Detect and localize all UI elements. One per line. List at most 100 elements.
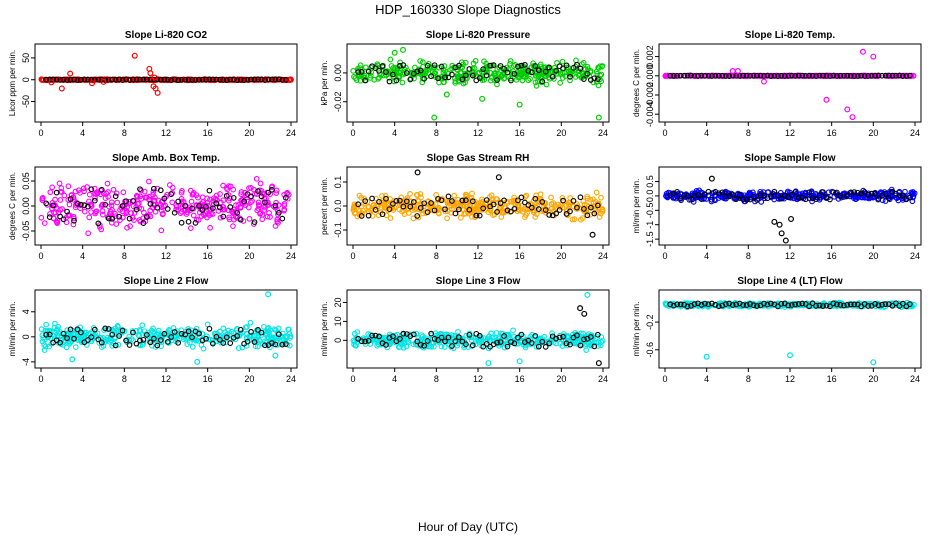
- reference-point: [691, 73, 698, 79]
- data-point: [504, 200, 511, 206]
- data-point: [354, 329, 361, 335]
- y-tick-label: 0: [21, 77, 31, 82]
- reference-point: [265, 189, 272, 196]
- data-point: [418, 207, 425, 214]
- reference-point: [886, 72, 892, 79]
- reference-point: [702, 191, 708, 198]
- data-point: [490, 212, 496, 218]
- data-point: [445, 332, 451, 338]
- outlier-point: [786, 352, 793, 359]
- reference-point: [667, 72, 674, 79]
- reference-point: [71, 217, 77, 224]
- reference-point: [591, 210, 598, 217]
- reference-point: [667, 301, 674, 308]
- reference-point: [726, 73, 733, 79]
- reference-point: [722, 73, 729, 79]
- reference-point: [906, 194, 913, 201]
- data-point: [193, 336, 199, 343]
- y-tick-label: -0.002: [645, 82, 655, 108]
- data-point: [522, 342, 529, 349]
- reference-point: [362, 198, 369, 204]
- reference-point: [203, 76, 209, 83]
- reference-point: [452, 338, 459, 344]
- data-point: [159, 211, 166, 218]
- data-point: [199, 330, 206, 337]
- reference-point: [126, 342, 133, 348]
- reference-point: [137, 76, 143, 83]
- reference-point: [282, 341, 289, 347]
- reference-point: [553, 210, 559, 217]
- data-point: [56, 180, 63, 187]
- data-point: [371, 76, 378, 83]
- data-points: [663, 175, 918, 244]
- reference-point: [466, 206, 473, 213]
- reference-point: [400, 330, 407, 337]
- reference-point: [393, 77, 400, 84]
- data-point: [282, 338, 288, 345]
- data-point: [431, 64, 438, 71]
- reference-point: [442, 206, 448, 213]
- data-point: [63, 344, 70, 351]
- data-point: [147, 331, 154, 338]
- reference-point: [501, 65, 507, 72]
- reference-point: [269, 340, 275, 346]
- reference-point: [674, 189, 681, 195]
- data-point: [169, 199, 176, 206]
- reference-point: [715, 303, 722, 310]
- reference-point: [567, 73, 573, 80]
- reference-point: [248, 76, 254, 83]
- reference-point: [858, 190, 865, 197]
- x-tick-label: 20: [244, 251, 254, 261]
- data-point: [204, 321, 211, 328]
- data-point: [596, 214, 603, 220]
- y-tick-label: -0.5: [645, 203, 655, 219]
- x-tick-label: 20: [244, 128, 254, 138]
- reference-point: [469, 342, 476, 349]
- reference-point: [85, 203, 91, 210]
- y-tick-label: 0.00: [333, 64, 343, 82]
- panel-title: Slope Line 4 (LT) Flow: [737, 276, 843, 287]
- reference-point: [886, 195, 892, 202]
- x-tick-label: 24: [286, 374, 296, 384]
- reference-point: [854, 73, 861, 79]
- x-tick-label: 0: [38, 128, 43, 138]
- reference-point: [74, 200, 81, 207]
- reference-point: [424, 209, 431, 216]
- reference-point: [837, 302, 844, 308]
- reference-point: [764, 72, 771, 79]
- reference-point: [390, 333, 396, 340]
- reference-point: [112, 342, 119, 349]
- data-point: [351, 73, 357, 80]
- reference-point: [483, 72, 490, 79]
- reference-point: [875, 302, 882, 309]
- reference-point: [365, 338, 372, 344]
- data-point: [595, 343, 601, 349]
- x-tick-label: 0: [350, 128, 355, 138]
- data-point: [379, 193, 385, 199]
- data-point: [273, 190, 280, 196]
- reference-point: [248, 193, 254, 200]
- data-point: [663, 73, 670, 79]
- reference-point: [872, 190, 878, 197]
- data-point: [476, 202, 483, 209]
- data-point: [410, 215, 417, 222]
- reference-point: [407, 76, 414, 83]
- reference-point: [116, 76, 122, 83]
- data-point: [187, 225, 194, 231]
- reference-point: [116, 333, 122, 339]
- reference-point: [875, 195, 882, 202]
- data-point: [196, 337, 202, 344]
- reference-point: [584, 212, 591, 219]
- reference-point: [466, 66, 473, 72]
- reference-point: [272, 202, 279, 209]
- reference-point: [192, 220, 199, 226]
- reference-point: [185, 77, 192, 83]
- outlier-point: [703, 353, 710, 360]
- reference-point: [788, 72, 795, 79]
- data-point: [46, 343, 53, 350]
- reference-point: [684, 72, 691, 79]
- data-point: [510, 327, 516, 334]
- reference-point: [847, 189, 854, 196]
- y-tick-label: 0.002: [645, 45, 655, 68]
